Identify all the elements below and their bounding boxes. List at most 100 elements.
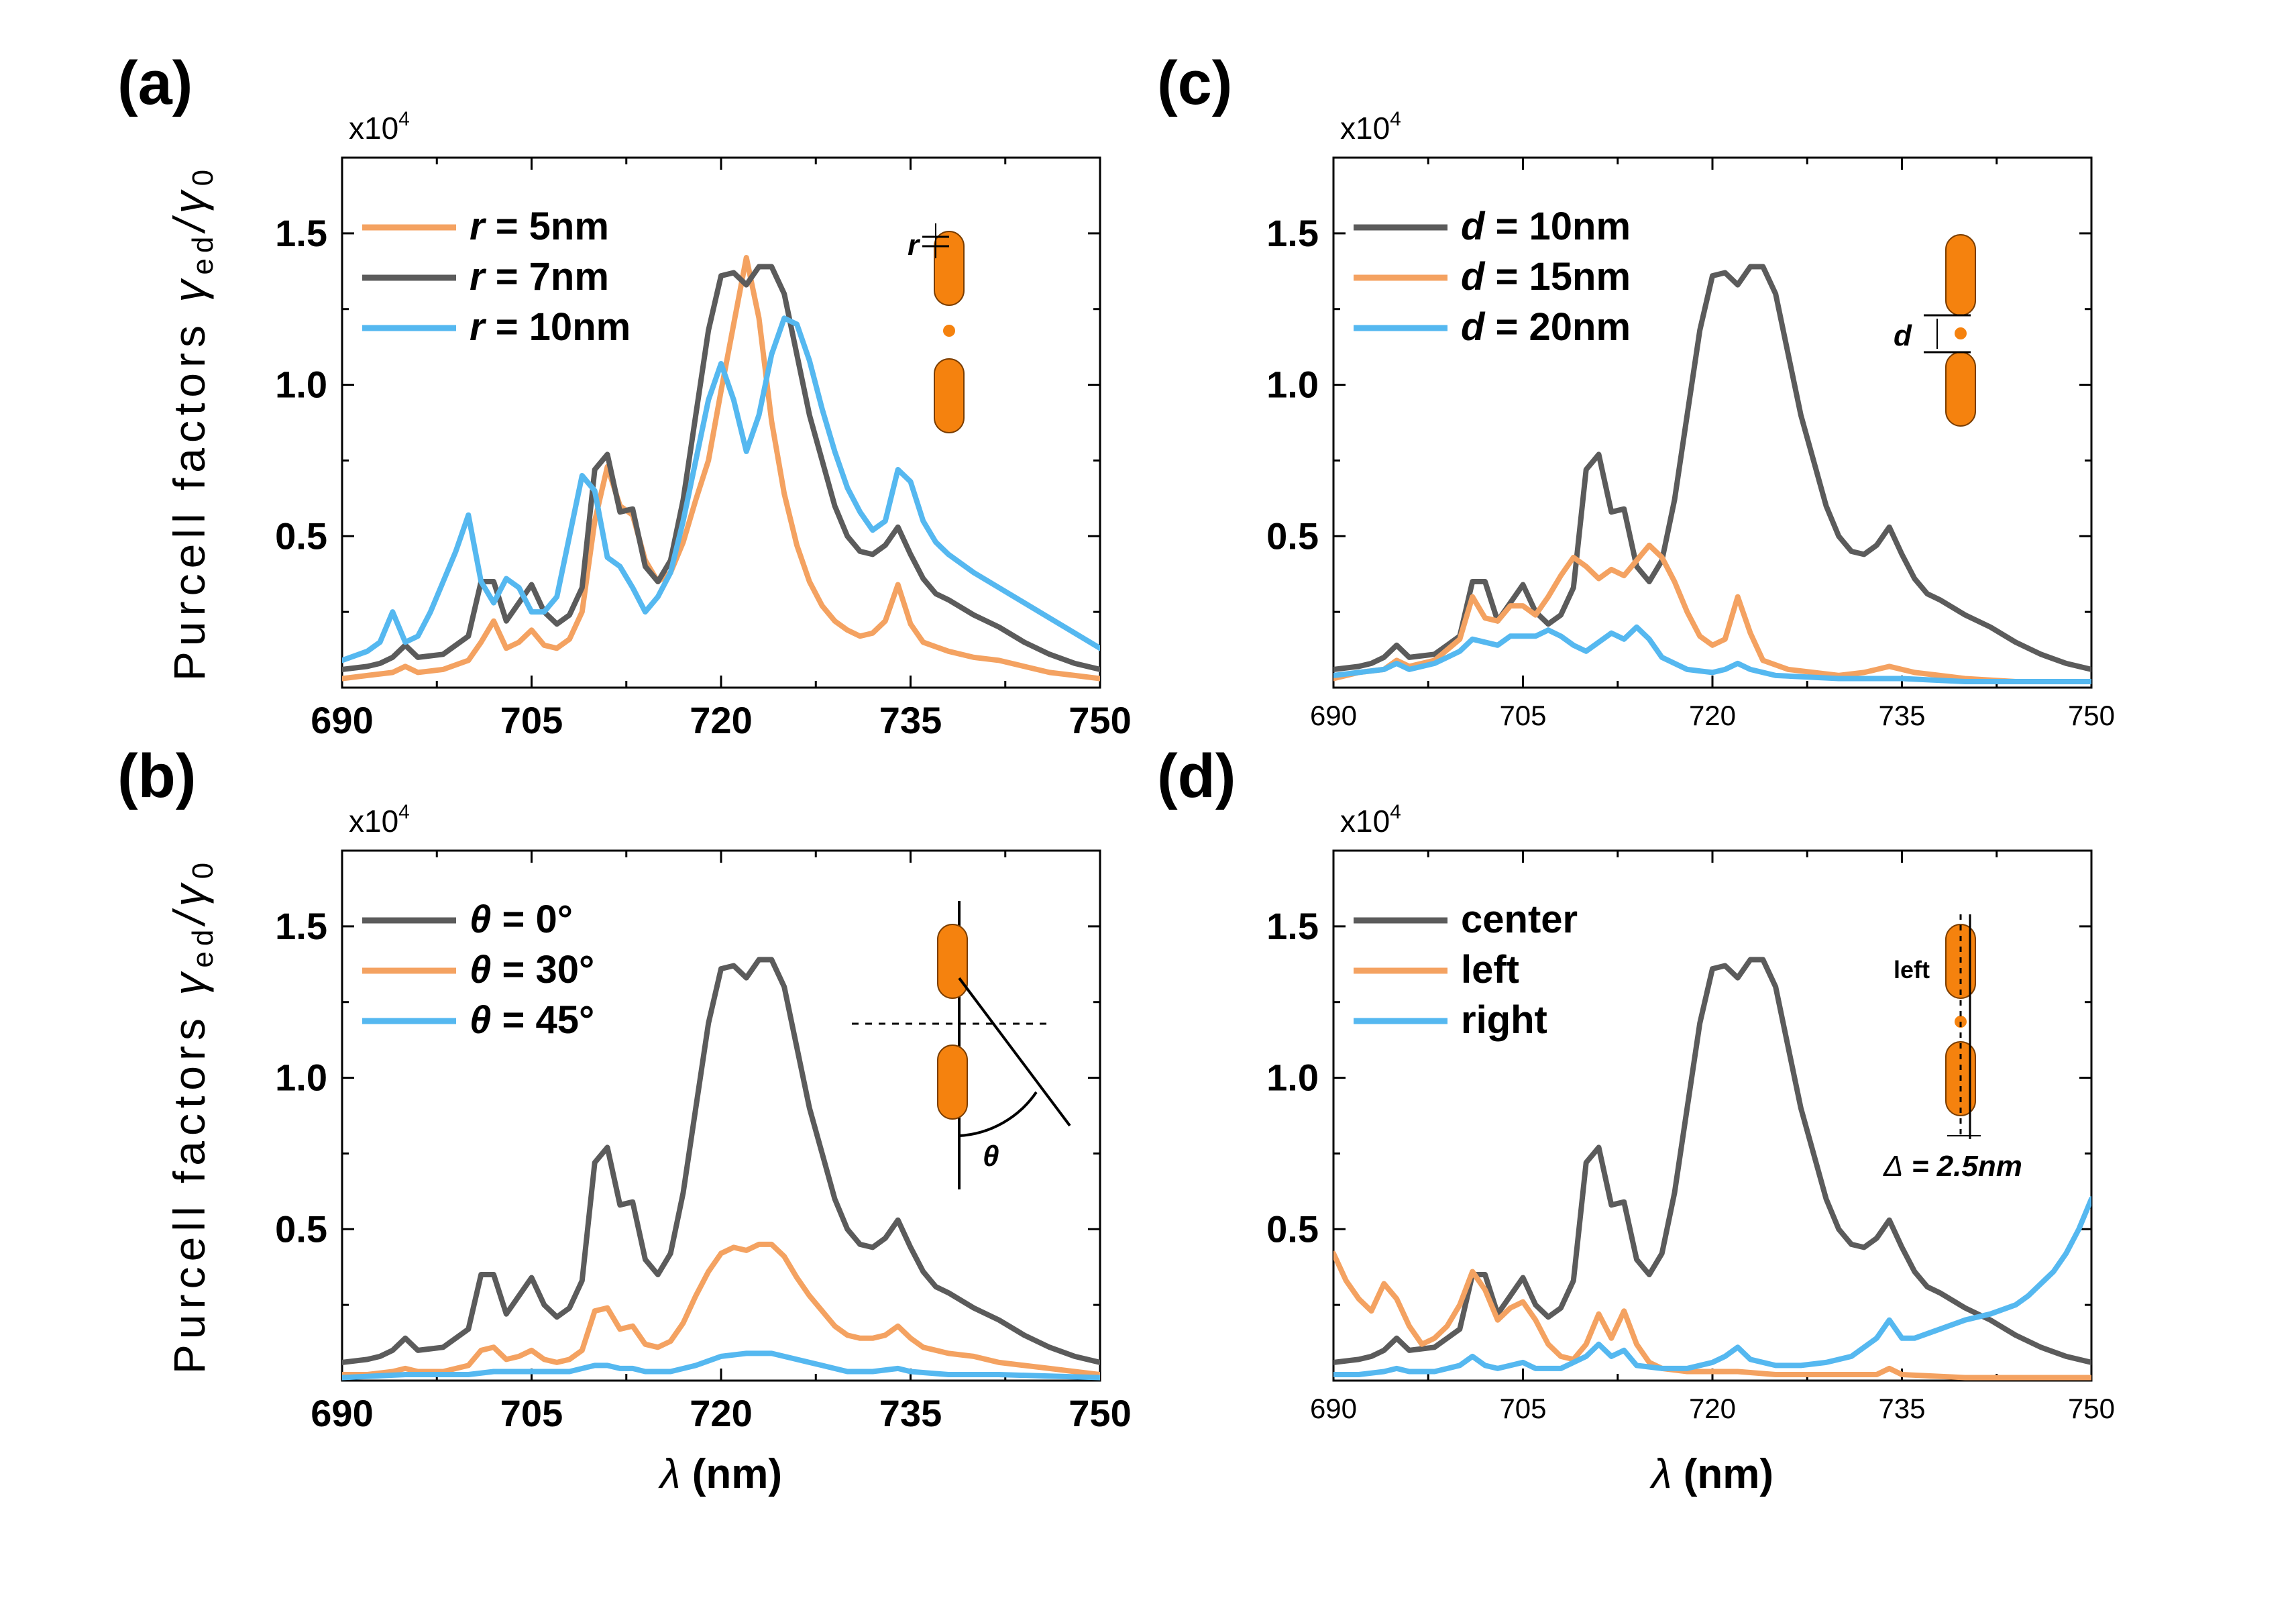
x-tick-label: 690 — [1310, 1393, 1357, 1424]
scale-exponent: 4 — [398, 108, 410, 130]
y-axis-label-text: Purcell factors — [164, 996, 214, 1374]
legend-text: = 7nm — [485, 255, 609, 299]
legend-symbol: d — [1461, 205, 1486, 248]
panel-label: (b) — [117, 742, 196, 810]
nanorod-bottom — [937, 1045, 968, 1120]
x-tick-label: 735 — [1878, 1393, 1925, 1424]
legend-label: center — [1461, 898, 1578, 941]
series-line-1 — [342, 264, 1100, 672]
legend-label: r = 10nm — [470, 305, 631, 349]
nanorod-bottom — [934, 358, 965, 433]
y-axis-label-gamma: γ — [164, 968, 214, 996]
inset-schematic: d — [1894, 234, 1976, 427]
legend-text: = 45° — [491, 998, 594, 1042]
x-axis-label-lambda: λ — [1649, 1451, 1672, 1497]
series-line-2 — [342, 315, 1100, 663]
x-tick-label: 690 — [311, 1392, 373, 1434]
angle-arc — [959, 1091, 1038, 1137]
legend-symbol: r — [470, 255, 487, 299]
series-group — [342, 957, 1100, 1381]
emitter-dot — [1955, 327, 1967, 339]
emitter-dot — [943, 325, 955, 337]
y-tick-label: 1.0 — [1266, 364, 1319, 406]
y-tick-label: 0.5 — [275, 515, 327, 557]
y-tick-label: 1.5 — [1266, 212, 1319, 254]
x-tick-label: 750 — [1069, 699, 1131, 741]
inset-schematic: r — [908, 223, 965, 433]
legend-symbol: r — [470, 205, 487, 248]
series-line-0 — [342, 957, 1100, 1365]
series-group — [1333, 264, 2091, 684]
legend-text: = 10nm — [1484, 205, 1631, 248]
y-tick-label: 1.0 — [1266, 1057, 1319, 1099]
inset-label-theta: θ — [983, 1140, 999, 1173]
delta-value: = 2.5nm — [1904, 1150, 2022, 1183]
x-tick-label: 720 — [1689, 700, 1736, 731]
y-tick-label: 1.5 — [1266, 905, 1319, 947]
inset-label-d: d — [1894, 319, 1912, 352]
legend-label: θ = 45° — [470, 998, 594, 1042]
y-tick-label: 1.5 — [275, 905, 327, 947]
x-axis-label-lambda: λ — [658, 1451, 681, 1497]
x-tick-label: 720 — [690, 699, 752, 741]
plot-frame — [1332, 849, 2093, 1382]
inset-label-left: left — [1894, 956, 1930, 983]
x-tick-label: 750 — [1069, 1392, 1131, 1434]
scale-exponent: 4 — [1390, 801, 1401, 823]
y-axis-label-gamma: γ — [164, 275, 214, 303]
y-axis-label-sub: ed — [186, 231, 219, 275]
legend-text: = 10nm — [485, 305, 631, 349]
legend-text: = 30° — [491, 948, 594, 992]
nanorod-top — [934, 231, 965, 306]
legend-label: r = 7nm — [470, 255, 609, 299]
y-axis-label-slash: /γ — [164, 879, 214, 926]
nanorod-top — [937, 924, 968, 999]
x-tick-label: 690 — [1310, 700, 1357, 731]
series-line-2 — [1333, 624, 2091, 684]
series-line-0 — [1333, 957, 2091, 1365]
x-tick-label: 705 — [1499, 1393, 1546, 1424]
chart-panel-d: (d) x104 690 705 720 735 750 0.5 1.0 1.5 center lef… — [1157, 742, 2115, 1497]
x-tick-label: 705 — [500, 1392, 563, 1434]
plot-frame — [341, 849, 1101, 1382]
scale-factor: x104 — [1340, 801, 1401, 839]
panel-label: (c) — [1157, 49, 1232, 117]
x-tick-label: 735 — [879, 1392, 942, 1434]
legend-label: θ = 0° — [470, 898, 573, 941]
plot-frame — [341, 156, 1101, 689]
legend-text: = 20nm — [1484, 305, 1631, 349]
series-group — [1333, 957, 2091, 1381]
legend-text: = 15nm — [1484, 255, 1631, 299]
x-tick-label: 705 — [1499, 700, 1546, 731]
inset-label-delta: Δ = 2.5nm — [1883, 1150, 2022, 1183]
legend-symbol: d — [1461, 305, 1486, 349]
y-tick-label: 1.0 — [275, 1057, 327, 1099]
legend-label: θ = 30° — [470, 948, 594, 992]
scale-factor: x104 — [349, 108, 410, 146]
x-tick-label: 720 — [1689, 1393, 1736, 1424]
x-tick-label: 750 — [2068, 700, 2115, 731]
series-line-0 — [1333, 264, 2091, 672]
legend-text: = 0° — [491, 898, 573, 941]
x-axis-label: λ (nm) — [658, 1451, 782, 1497]
scale-factor: x104 — [349, 801, 410, 839]
x-tick-label: 705 — [500, 699, 563, 741]
legend-text: left — [1461, 948, 1519, 992]
scale-base: x10 — [1340, 804, 1390, 839]
legend-symbol: θ — [470, 898, 491, 941]
x-axis-label-unit: (nm) — [680, 1451, 782, 1497]
series-line-2 — [342, 1350, 1100, 1381]
series-group — [342, 255, 1100, 682]
y-axis-label: Purcell factors γed/γ0 — [164, 857, 219, 1374]
series-line-0 — [342, 255, 1100, 682]
series-line-1 — [1333, 542, 2091, 684]
y-axis-label-sub: ed — [186, 924, 219, 968]
x-tick-label: 690 — [311, 699, 373, 741]
legend-label: right — [1461, 998, 1547, 1042]
legend-label: r = 5nm — [470, 205, 609, 248]
nanorod-bottom — [1945, 352, 1976, 427]
